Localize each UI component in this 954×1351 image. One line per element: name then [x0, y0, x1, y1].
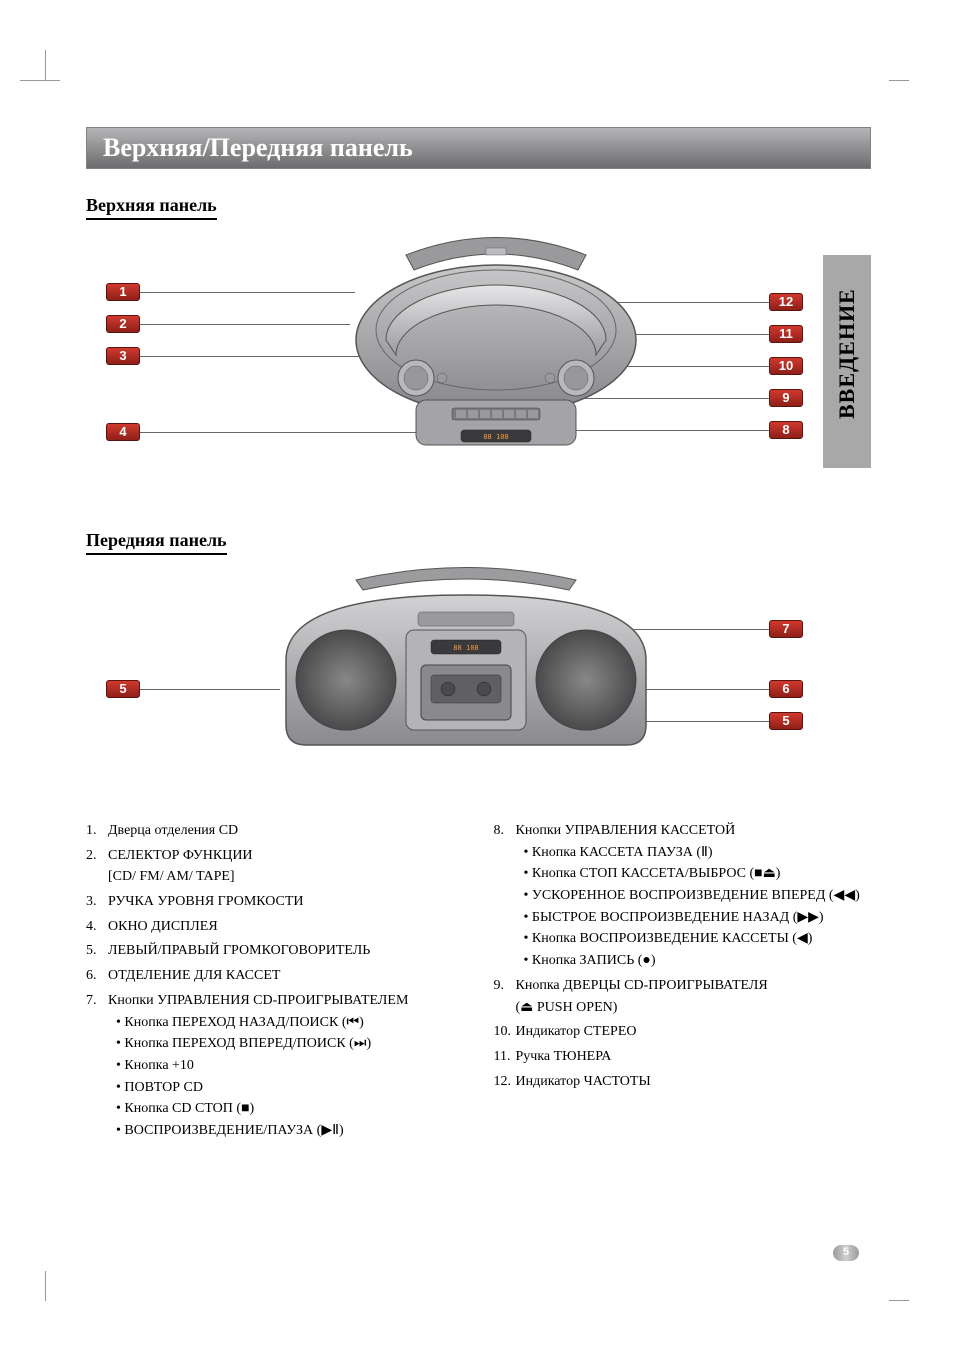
list-item: 6. ОТДЕЛЕНИЕ ДЛЯ КАССЕТ [86, 965, 464, 987]
list-item: 8. Кнопки УПРАВЛЕНИЯ КАССЕТОЙ Кнопка КАССЕ… [494, 820, 872, 972]
callout-8: 8 [769, 421, 803, 439]
item-text: РУЧКА УРОВНЯ ГРОМКОСТИ [108, 894, 304, 909]
item-text: Кнопки УПРАВЛЕНИЯ CD-ПРОИГРЫВАТЕЛЕМ [108, 993, 408, 1008]
list-item: 11. Ручка ТЮНЕРА [494, 1046, 872, 1068]
leader-line [140, 292, 355, 293]
item-number: 6. [86, 965, 97, 987]
item-number: 10. [494, 1021, 512, 1043]
callout-11: 11 [769, 325, 803, 343]
callout-6: 6 [769, 680, 803, 698]
sublist: Кнопка ПЕРЕХОД НАЗАД/ПОИСК (⏮)Кнопка ПЕР… [108, 1012, 464, 1142]
crop-mark [889, 1300, 909, 1301]
component-list: 1. Дверца отделения CD 2. СЕЛЕКТОР ФУНКЦИИ [… [86, 820, 871, 1145]
list-item: 3. РУЧКА УРОВНЯ ГРОМКОСТИ [86, 891, 464, 913]
item-number: 4. [86, 916, 97, 938]
callout-9: 9 [769, 389, 803, 407]
leader-line [140, 689, 280, 690]
heading-front-panel: Передняя панель [86, 530, 227, 555]
sublist-item: Кнопка СТОП КАССЕТА/ВЫБРОС (■⏏) [524, 863, 872, 885]
page-title-bar: Верхняя/Передняя панель [86, 127, 871, 169]
item-number: 12. [494, 1071, 512, 1093]
side-tab-label: ВВЕДЕНИЕ [823, 247, 871, 460]
list-item: 7. Кнопки УПРАВЛЕНИЯ CD-ПРОИГРЫВАТЕЛЕМ Кно… [86, 990, 464, 1142]
sublist: Кнопка КАССЕТА ПАУЗА (Ⅱ)Кнопка СТОП КАСС… [516, 842, 872, 972]
callout-12: 12 [769, 293, 803, 311]
item-text: Ручка ТЮНЕРА [516, 1049, 612, 1064]
sublist-item: Кнопка ПЕРЕХОД ВПЕРЕД/ПОИСК (⏭) [116, 1033, 464, 1055]
sublist-item: Кнопка +10 [116, 1055, 464, 1077]
callout-5b: 5 [769, 712, 803, 730]
item-text: ЛЕВЫЙ/ПРАВЫЙ ГРОМКОГОВОРИТЕЛЬ [108, 943, 370, 958]
page-number-badge: 5 [833, 1245, 859, 1261]
list-item: 9. Кнопка ДВЕРЦЫ CD-ПРОИГРЫВАТЕЛЯ (⏏ PUSH … [494, 975, 872, 1018]
list-item: 4. ОКНО ДИСПЛЕЯ [86, 916, 464, 938]
page-title: Верхняя/Передняя панель [103, 133, 413, 163]
callout-10: 10 [769, 357, 803, 375]
item-text: Кнопка ДВЕРЦЫ CD-ПРОИГРЫВАТЕЛЯ [516, 978, 768, 993]
heading-top-panel: Верхняя панель [86, 195, 217, 220]
sublist-item: УСКОРЕННОЕ ВОСПРОИЗВЕДЕНИЕ ВПЕРЕД (◀◀) [524, 885, 872, 907]
item-text: Кнопки УПРАВЛЕНИЯ КАССЕТОЙ [516, 823, 736, 838]
svg-text:88 108: 88 108 [483, 433, 508, 441]
sublist-item: Кнопка CD СТОП (■) [116, 1098, 464, 1120]
list-item: 5. ЛЕВЫЙ/ПРАВЫЙ ГРОМКОГОВОРИТЕЛЬ [86, 940, 464, 962]
item-number: 2. [86, 845, 97, 867]
list-right: 8. Кнопки УПРАВЛЕНИЯ КАССЕТОЙ Кнопка КАССЕ… [494, 820, 872, 1145]
item-text: ОКНО ДИСПЛЕЯ [108, 919, 218, 934]
sublist-item: Кнопка ВОСПРОИЗВЕДЕНИЕ КАССЕТЫ (◀) [524, 928, 872, 950]
item-number: 5. [86, 940, 97, 962]
callout-5: 5 [106, 680, 140, 698]
device-front-illustration: 88 108 [266, 560, 666, 765]
item-text: ОТДЕЛЕНИЕ ДЛЯ КАССЕТ [108, 968, 280, 983]
sublist-item: Кнопка КАССЕТА ПАУЗА (Ⅱ) [524, 842, 872, 864]
list-left: 1. Дверца отделения CD 2. СЕЛЕКТОР ФУНКЦИИ [… [86, 820, 464, 1145]
list-item: 1. Дверца отделения CD [86, 820, 464, 842]
item-note: (⏏ PUSH OPEN) [516, 997, 872, 1019]
leader-line [140, 356, 370, 357]
item-text: Дверца отделения CD [108, 823, 238, 838]
item-number: 3. [86, 891, 97, 913]
leader-line [140, 324, 350, 325]
crop-mark [20, 80, 60, 81]
list-item: 2. СЕЛЕКТОР ФУНКЦИИ [CD/ FM/ AM/ TAPE] [86, 845, 464, 888]
sublist-item: БЫСТРОЕ ВОСПРОИЗВЕДЕНИЕ НАЗАД (▶▶) [524, 907, 872, 929]
item-text: СЕЛЕКТОР ФУНКЦИИ [108, 848, 253, 863]
callout-2: 2 [106, 315, 140, 333]
figure-front-panel: 5 7 6 5 [86, 560, 823, 785]
sublist-item: ВОСПРОИЗВЕДЕНИЕ/ПАУЗА (▶Ⅱ) [116, 1120, 464, 1142]
svg-text:88 108: 88 108 [453, 644, 478, 652]
section-side-tab: ВВЕДЕНИЕ [823, 255, 871, 468]
item-number: 11. [494, 1046, 511, 1068]
item-number: 1. [86, 820, 97, 842]
crop-mark [889, 80, 909, 81]
item-text: Индикатор ЧАСТОТЫ [516, 1074, 651, 1089]
callout-7: 7 [769, 620, 803, 638]
device-top-illustration: 88 108 [346, 230, 646, 465]
item-number: 7. [86, 990, 97, 1012]
callout-3: 3 [106, 347, 140, 365]
list-item: 10. Индикатор СТЕРЕО [494, 1021, 872, 1043]
list-item: 12. Индикатор ЧАСТОТЫ [494, 1071, 872, 1093]
item-number: 8. [494, 820, 505, 842]
item-number: 9. [494, 975, 505, 997]
sublist-item: ПОВТОР CD [116, 1077, 464, 1099]
item-text: Индикатор СТЕРЕО [516, 1024, 637, 1039]
callout-4: 4 [106, 423, 140, 441]
sublist-item: Кнопка ПЕРЕХОД НАЗАД/ПОИСК (⏮) [116, 1012, 464, 1034]
callout-1: 1 [106, 283, 140, 301]
sublist-item: Кнопка ЗАПИСЬ (●) [524, 950, 872, 972]
crop-mark [45, 1271, 46, 1301]
item-note: [CD/ FM/ AM/ TAPE] [108, 866, 464, 888]
figure-top-panel: 1 2 3 4 12 11 10 9 8 [86, 220, 823, 480]
